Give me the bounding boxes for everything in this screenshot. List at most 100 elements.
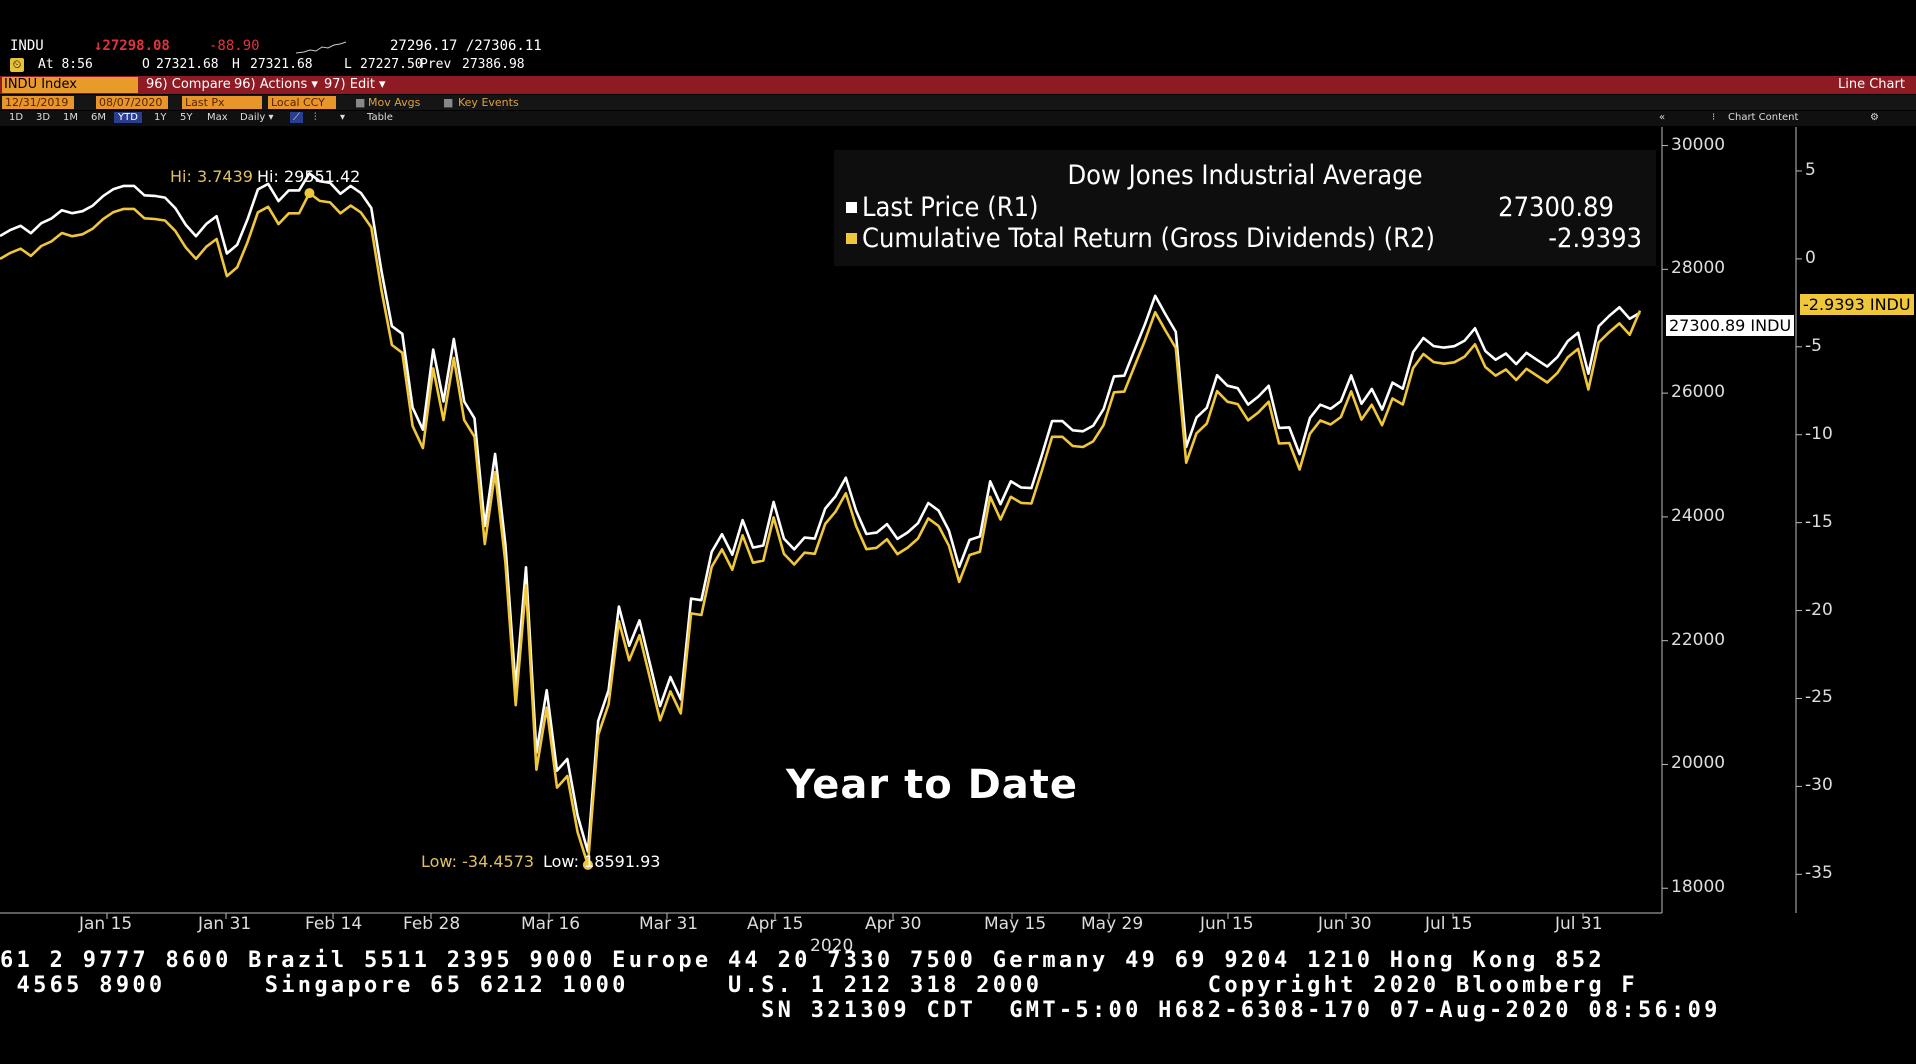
y-r2-tick-label: -25: [1805, 687, 1833, 708]
period-ytd[interactable]: YTD: [114, 112, 142, 123]
footer-line-3: SN 321309 CDT GMT-5:00 H682-6308-170 07-…: [0, 998, 1721, 1023]
y-r1-tick-label: 30000: [1671, 134, 1726, 155]
ticker-symbol[interactable]: INDU: [10, 38, 44, 54]
edit-menu[interactable]: 97) Edit ▾: [324, 77, 386, 92]
alert-icon[interactable]: ⏲: [10, 58, 24, 72]
y-r1-tick-label: 28000: [1671, 258, 1726, 279]
footer-line-1: 61 2 9777 8600 Brazil 5511 2395 9000 Eur…: [0, 948, 1605, 973]
legend-series-return[interactable]: Cumulative Total Return (Gross Dividends…: [846, 223, 1435, 254]
x-tick-label: Jun 30: [1318, 914, 1372, 934]
checkbox-icon[interactable]: ■: [355, 96, 366, 109]
y-r2-tick-label: -15: [1805, 511, 1833, 532]
y-r2-tick-label: -5: [1805, 335, 1822, 356]
range-bar: 12/31/2019 08/07/2020 Last Px Local CCY …: [0, 95, 1916, 110]
x-tick-label: Mar 31: [639, 914, 699, 934]
period-6m[interactable]: 6M: [91, 112, 106, 123]
x-year-label: 2020: [810, 936, 854, 956]
x-tick-label: Feb 14: [305, 914, 363, 934]
gear-icon[interactable]: ⚙: [1870, 112, 1879, 123]
legend-series-price-label: Last Price (R1): [862, 192, 1039, 223]
period-1d[interactable]: 1D: [9, 112, 24, 123]
y-r1-tick-label: 24000: [1671, 505, 1726, 526]
period-3d[interactable]: 3D: [36, 112, 51, 123]
x-tick-label: Apr 30: [865, 914, 922, 934]
low-marker: [582, 859, 593, 870]
low-label: L: [344, 57, 352, 72]
open-label: O: [142, 57, 150, 72]
chart-content-icon: ⁝: [1712, 112, 1716, 123]
y-r2-tick-label: -10: [1805, 423, 1833, 444]
y-r1-tick-label: 26000: [1671, 382, 1726, 403]
return-series-line: [0, 191, 1642, 867]
compare-button[interactable]: 96) Compare: [146, 77, 231, 92]
x-tick-label: Jun 15: [1200, 914, 1254, 934]
chart-content-button[interactable]: Chart Content: [1728, 112, 1799, 123]
checkbox-icon[interactable]: ■: [443, 96, 454, 109]
x-tick-label: Apr 15: [747, 914, 804, 934]
security-field[interactable]: INDU Index: [2, 77, 138, 93]
period-1m[interactable]: 1M: [63, 112, 78, 123]
x-tick-label: May 15: [984, 914, 1047, 934]
x-tick-label: Jul 15: [1425, 914, 1473, 934]
legend-series-price[interactable]: Last Price (R1): [846, 192, 1039, 223]
low-price-label: Low: 18591.93: [543, 852, 661, 871]
x-tick-label: May 29: [1081, 914, 1144, 934]
hi-return-label: Hi: 3.7439: [170, 167, 253, 186]
gold-square-icon: [846, 233, 857, 244]
high-value: 27321.68: [250, 57, 313, 72]
low-return-label: Low: -34.4573: [421, 852, 535, 871]
chart-legend: Dow Jones Industrial Average Last Price …: [834, 150, 1656, 266]
y-r2-tick-label: -20: [1805, 599, 1833, 620]
return-last-tag: -2.9393 INDU: [1800, 294, 1914, 315]
x-tick-label: Feb 28: [403, 914, 461, 934]
overlay-title: Year to Date: [786, 762, 1079, 808]
y-r2-tick-label: 0: [1805, 247, 1816, 268]
period-max[interactable]: Max: [207, 112, 228, 123]
quote-time: At 8:56: [38, 57, 93, 72]
line-chart-icon[interactable]: ⟋: [290, 112, 303, 123]
hi-price-label: Hi: 29551.42: [257, 167, 361, 186]
legend-price-value: 27300.89: [1498, 192, 1614, 223]
dropdown-icon[interactable]: ▾: [340, 112, 346, 123]
start-date-field[interactable]: 12/31/2019: [2, 96, 74, 109]
high-label: H: [232, 57, 240, 72]
command-toolbar: INDU Index 96) Compare 96) Actions ▾ 97)…: [0, 76, 1916, 94]
x-tick-label: Jul 31: [1555, 914, 1603, 934]
footer-line-2: 4565 8900 Singapore 65 6212 1000 U.S. 1 …: [0, 973, 1638, 998]
last-price: ↓27298.08: [94, 38, 170, 54]
x-tick-label: Mar 16: [521, 914, 581, 934]
actions-menu[interactable]: 96) Actions ▾: [234, 77, 318, 92]
period-5y[interactable]: 5Y: [180, 112, 193, 123]
white-square-icon: [846, 202, 857, 213]
x-tick-label: Jan 31: [198, 914, 252, 934]
bid-ask: 27296.17 /27306.11: [390, 38, 542, 54]
bar-chart-icon[interactable]: ⫶: [314, 112, 317, 123]
high-marker: [304, 188, 315, 199]
frequency-select[interactable]: Daily ▾: [240, 112, 274, 123]
y-r2-tick-label: 5: [1805, 159, 1816, 180]
legend-return-value: -2.9393: [1548, 223, 1642, 254]
mov-avgs-toggle[interactable]: Mov Avgs: [368, 96, 421, 109]
price-last-tag: 27300.89 INDU: [1666, 315, 1795, 336]
price-field-select[interactable]: Last Px: [182, 96, 262, 109]
low-value: 27227.50: [360, 57, 423, 72]
price-series-line: [0, 172, 1641, 853]
table-button[interactable]: Table: [367, 112, 393, 123]
end-date-field[interactable]: 08/07/2020: [96, 96, 168, 109]
x-tick-label: Jan 15: [79, 914, 133, 934]
collapse-icon[interactable]: «: [1659, 112, 1666, 123]
prev-label: Prev: [420, 57, 452, 72]
chart-type-label[interactable]: Line Chart: [1838, 77, 1905, 92]
net-change: -88.90: [209, 38, 260, 54]
legend-series-return-label: Cumulative Total Return (Gross Dividends…: [862, 223, 1435, 254]
legend-title: Dow Jones Industrial Average: [1067, 160, 1423, 191]
currency-select[interactable]: Local CCY: [268, 96, 336, 109]
y-r1-tick-label: 22000: [1671, 629, 1726, 650]
period-bar: 1D 3D 1M 6M YTD 1Y 5Y Max Daily ▾ ⟋ ⫶ ▾ …: [0, 111, 1916, 126]
y-r1-tick-label: 18000: [1671, 877, 1726, 898]
y-r2-tick-label: -30: [1805, 775, 1833, 796]
period-1y[interactable]: 1Y: [154, 112, 167, 123]
prev-value: 27386.98: [462, 57, 525, 72]
key-events-toggle[interactable]: Key Events: [458, 96, 519, 109]
